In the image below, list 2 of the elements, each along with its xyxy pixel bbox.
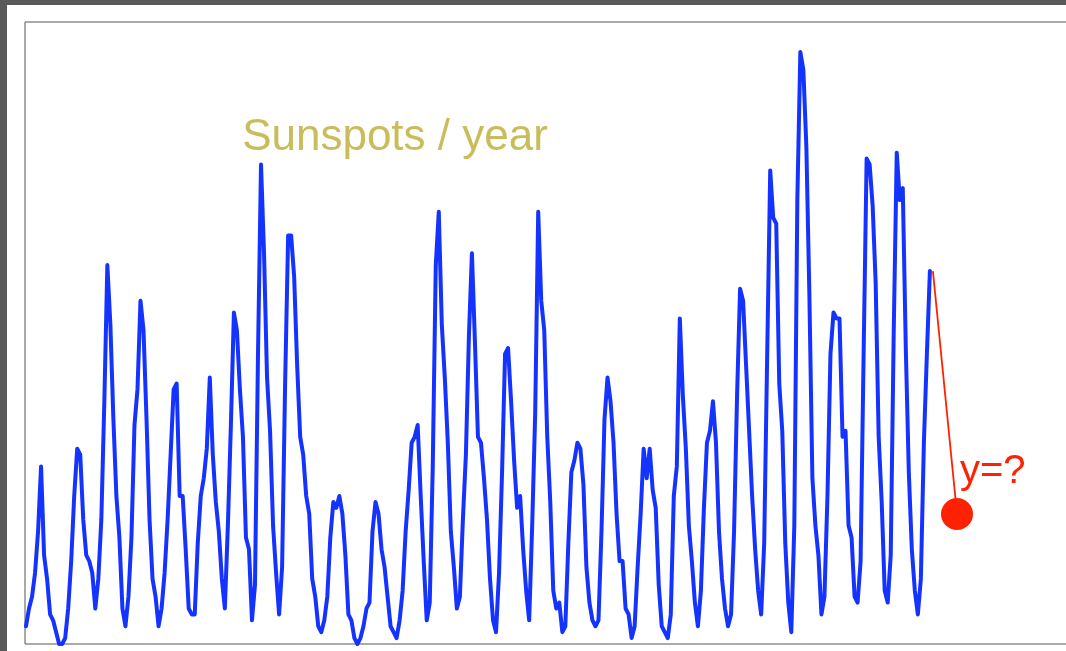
text: Sunspots / year [242,110,548,159]
text: y=? [960,447,1026,491]
